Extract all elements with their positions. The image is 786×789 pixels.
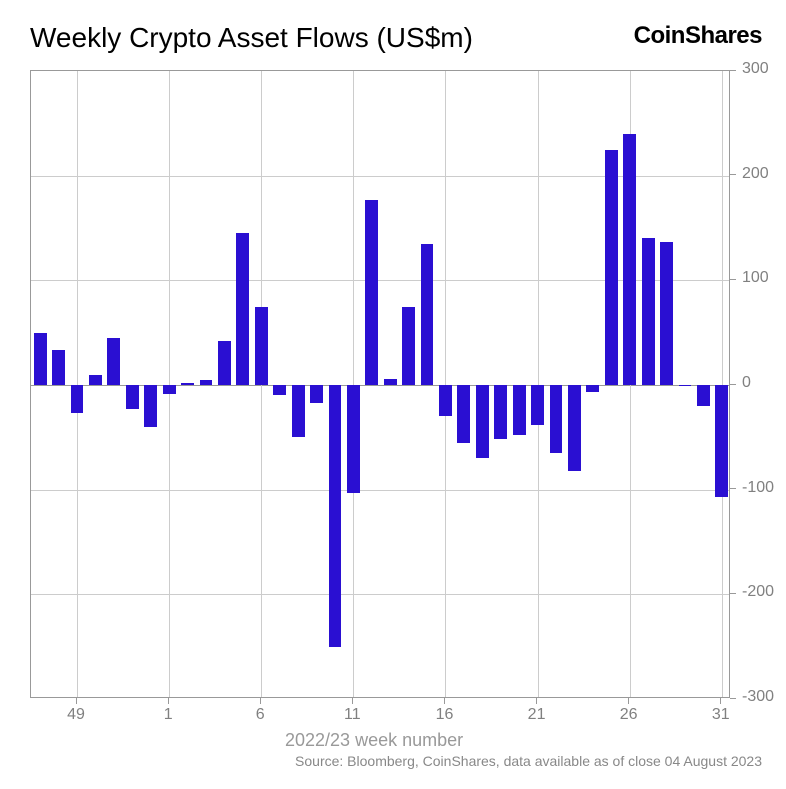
bar xyxy=(273,385,286,395)
bar xyxy=(292,385,305,437)
source-attribution: Source: Bloomberg, CoinShares, data avai… xyxy=(295,753,762,769)
bar xyxy=(697,385,710,406)
bar xyxy=(52,350,65,385)
bar xyxy=(513,385,526,435)
bar xyxy=(329,385,342,647)
xtick-mark xyxy=(536,698,537,704)
xtick-mark xyxy=(260,698,261,704)
gridline-vertical xyxy=(722,71,723,697)
chart-header: Weekly Crypto Asset Flows (US$m) CoinSha… xyxy=(0,0,786,54)
xtick-mark xyxy=(628,698,629,704)
bar xyxy=(421,244,434,385)
xtick-mark xyxy=(168,698,169,704)
xtick-mark xyxy=(444,698,445,704)
xtick-label: 16 xyxy=(436,706,454,724)
bar xyxy=(586,385,599,392)
bar xyxy=(71,385,84,413)
chart-plot xyxy=(30,70,730,698)
bar xyxy=(605,150,618,386)
bar xyxy=(347,385,360,493)
ytick-label: -300 xyxy=(742,688,774,706)
bar xyxy=(365,200,378,385)
bar xyxy=(89,375,102,385)
ytick-mark xyxy=(730,593,736,594)
x-axis-label: 2022/23 week number xyxy=(285,730,463,751)
xtick-mark xyxy=(720,698,721,704)
xtick-label: 26 xyxy=(620,706,638,724)
chart-area: -300-200-1000100200300491611162126312022… xyxy=(30,70,730,698)
brand-logo: CoinShares xyxy=(634,22,762,50)
bar xyxy=(255,307,268,386)
bar xyxy=(34,333,47,385)
ytick-label: 100 xyxy=(742,269,769,287)
ytick-label: -200 xyxy=(742,583,774,601)
gridline-horizontal xyxy=(31,594,729,595)
gridline-vertical xyxy=(169,71,170,697)
xtick-label: 11 xyxy=(344,706,361,724)
bar xyxy=(531,385,544,425)
ytick-label: 0 xyxy=(742,374,751,392)
bar xyxy=(623,134,636,385)
ytick-mark xyxy=(730,174,736,175)
gridline-vertical xyxy=(77,71,78,697)
bar xyxy=(218,341,231,385)
ytick-label: -100 xyxy=(742,479,774,497)
bar xyxy=(107,338,120,385)
bar xyxy=(200,380,213,385)
ytick-mark xyxy=(730,279,736,280)
gridline-vertical xyxy=(538,71,539,697)
gridline-vertical xyxy=(445,71,446,697)
bar xyxy=(144,385,157,427)
gridline-vertical xyxy=(353,71,354,697)
bar xyxy=(402,307,415,386)
ytick-mark xyxy=(730,384,736,385)
ytick-mark xyxy=(730,70,736,71)
xtick-label: 1 xyxy=(164,706,173,724)
xtick-mark xyxy=(76,698,77,704)
ytick-label: 300 xyxy=(742,60,769,78)
bar xyxy=(236,233,249,385)
bar xyxy=(384,379,397,385)
bar xyxy=(550,385,563,453)
bar xyxy=(163,385,176,394)
bar xyxy=(310,385,323,403)
xtick-label: 31 xyxy=(712,706,730,724)
ytick-mark xyxy=(730,698,736,699)
bar xyxy=(439,385,452,416)
bar xyxy=(126,385,139,409)
bar xyxy=(494,385,507,439)
bar xyxy=(715,385,728,497)
bar xyxy=(642,238,655,385)
gridline-horizontal xyxy=(31,490,729,491)
xtick-label: 49 xyxy=(67,706,85,724)
bar xyxy=(660,242,673,385)
ytick-label: 200 xyxy=(742,165,769,183)
ytick-mark xyxy=(730,488,736,489)
chart-title: Weekly Crypto Asset Flows (US$m) xyxy=(30,22,473,54)
xtick-label: 6 xyxy=(256,706,265,724)
bar xyxy=(476,385,489,458)
xtick-label: 21 xyxy=(528,706,546,724)
bar xyxy=(181,383,194,385)
bar xyxy=(679,385,692,386)
bar xyxy=(457,385,470,443)
xtick-mark xyxy=(352,698,353,704)
bar xyxy=(568,385,581,471)
